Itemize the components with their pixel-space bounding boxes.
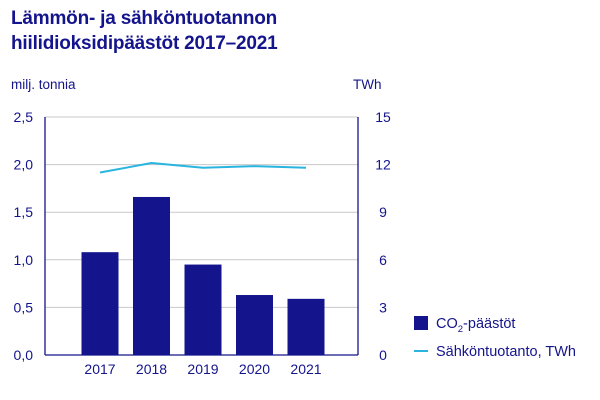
bar-2019 bbox=[184, 264, 222, 355]
left-axis-tick-label: 2,5 bbox=[14, 109, 34, 125]
x-axis-tick-label: 2017 bbox=[84, 361, 115, 377]
right-axis-tick-label: 9 bbox=[379, 204, 387, 220]
chart-title-line-1: Lämmön- ja sähköntuotannon bbox=[11, 8, 278, 29]
bar-2021 bbox=[287, 298, 325, 355]
left-axis-tick-label: 2,0 bbox=[14, 157, 34, 173]
plot-area: 2,5 2,0 1,5 1,0 0,5 0,0 15 12 9 6 3 0 2017 2018 2019 20… bbox=[14, 109, 391, 377]
legend-label-co2-subscript: 2 bbox=[458, 324, 463, 335]
bar-2017 bbox=[81, 252, 119, 355]
x-axis-tick-label: 2021 bbox=[290, 361, 321, 377]
right-axis-tick-label: 15 bbox=[375, 109, 391, 125]
x-axis-tick-label: 2018 bbox=[136, 361, 167, 377]
right-axis-tick-label: 0 bbox=[379, 347, 387, 363]
right-axis-unit-label: TWh bbox=[353, 77, 382, 92]
right-axis-tick-label: 12 bbox=[375, 157, 391, 173]
x-axis-tick-label: 2020 bbox=[239, 361, 270, 377]
left-axis-tick-label: 0,0 bbox=[14, 347, 34, 363]
legend-label-co2: CO2-päästöt bbox=[436, 316, 515, 335]
legend-label-electricity: Sähköntuotanto, TWh bbox=[436, 344, 576, 360]
left-axis-tick-label: 1,0 bbox=[14, 252, 34, 268]
legend: CO2-päästöt Sähköntuotanto, TWh bbox=[414, 316, 576, 360]
left-axis-tick-label: 1,5 bbox=[14, 204, 34, 220]
electricity-production-line bbox=[99, 162, 307, 174]
legend-label-co2-suffix: -päästöt bbox=[463, 316, 515, 332]
left-axis-tick-label: 0,5 bbox=[14, 299, 34, 315]
chart-title: Lämmön- ja sähköntuotannon hiilidioksidi… bbox=[11, 6, 451, 56]
legend-swatch-co2 bbox=[414, 316, 428, 330]
bar-2018 bbox=[133, 196, 170, 355]
x-axis-tick-label: 2019 bbox=[187, 361, 218, 377]
legend-label-co2-prefix: CO bbox=[436, 316, 458, 332]
chart-title-line-2: hiilidioksidipäästöt 2017–2021 bbox=[11, 33, 278, 54]
right-axis-tick-label: 3 bbox=[379, 299, 387, 315]
right-axis-tick-label: 6 bbox=[379, 252, 387, 268]
left-axis-unit-label: milj. tonnia bbox=[11, 77, 76, 92]
bar-2020 bbox=[236, 295, 273, 355]
